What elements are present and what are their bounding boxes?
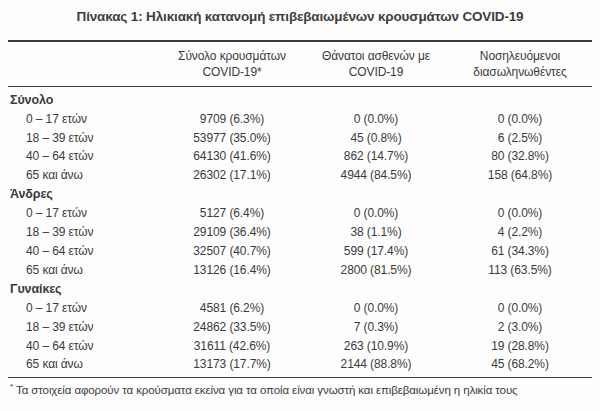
- table-row: 0 – 17 ετών4581 (6.2%)0 (0.0%)0 (0.0%): [8, 298, 592, 317]
- cases-cell: 64130 (41.6%): [160, 149, 304, 163]
- intubated-cell: 158 (64.8%): [448, 168, 592, 182]
- age-label-cell: 40 – 64 ετών: [8, 339, 160, 353]
- table-row: 18 – 39 ετών29109 (36.4%)38 (1.1%)4 (2.2…: [8, 223, 592, 242]
- cases-cell: 31611 (42.6%): [160, 339, 304, 353]
- table-row: 0 – 17 ετών5127 (6.4%)0 (0.0%)0 (0.0%): [8, 204, 592, 223]
- intubated-cell: 4 (2.2%): [448, 225, 592, 239]
- footnote-asterisk: *: [10, 382, 13, 391]
- intubated-cell: 61 (34.3%): [448, 244, 592, 258]
- cases-cell: 4581 (6.2%): [160, 301, 304, 315]
- deaths-cell: 38 (1.1%): [304, 225, 448, 239]
- intubated-cell: 0 (0.0%): [448, 206, 592, 220]
- document-page: Πίνακας 1: Ηλικιακή κατανομή επιβεβαιωμέ…: [0, 0, 600, 411]
- cases-cell: 53977 (35.0%): [160, 131, 304, 145]
- column-header-line: Θάνατοι ασθενών με: [304, 49, 448, 65]
- cases-cell: 32507 (40.7%): [160, 244, 304, 258]
- table-row: 0 – 17 ετών9709 (6.3%)0 (0.0%)0 (0.0%): [8, 109, 592, 128]
- table-row: 65 και άνω13173 (17.7%)2144 (88.8%)45 (6…: [8, 355, 592, 374]
- deaths-cell: 599 (17.4%): [304, 244, 448, 258]
- column-header-intubated: Νοσηλευόμενοι διασωληνωθέντες: [448, 49, 592, 80]
- table-row: 18 – 39 ετών53977 (35.0%)45 (0.8%)6 (2.5…: [8, 128, 592, 147]
- age-label-cell: 65 και άνω: [8, 168, 160, 182]
- age-label-cell: 40 – 64 ετών: [8, 149, 160, 163]
- deaths-cell: 0 (0.0%): [304, 206, 448, 220]
- deaths-cell: 2144 (88.8%): [304, 357, 448, 371]
- cases-cell: 24862 (33.5%): [160, 320, 304, 334]
- intubated-cell: 113 (63.5%): [448, 263, 592, 277]
- deaths-cell: 0 (0.0%): [304, 301, 448, 315]
- table-title: Πίνακας 1: Ηλικιακή κατανομή επιβεβαιωμέ…: [8, 9, 592, 24]
- table-row: 40 – 64 ετών32507 (40.7%)599 (17.4%)61 (…: [8, 242, 592, 261]
- table-row: 65 και άνω13126 (16.4%)2800 (81.5%)113 (…: [8, 260, 592, 279]
- footnote: *Τα στοιχεία αφορούν τα κρούσματα εκείνα…: [8, 377, 592, 396]
- column-header-line: COVID-19: [304, 65, 448, 81]
- age-label-cell: 18 – 39 ετών: [8, 225, 160, 239]
- deaths-cell: 263 (10.9%): [304, 339, 448, 353]
- cases-cell: 9709 (6.3%): [160, 112, 304, 126]
- cases-cell: 26302 (17.1%): [160, 168, 304, 182]
- age-label-cell: 65 και άνω: [8, 263, 160, 277]
- deaths-cell: 7 (0.3%): [304, 320, 448, 334]
- age-label-cell: 0 – 17 ετών: [8, 112, 160, 126]
- column-header-line: Νοσηλευόμενοι: [448, 49, 592, 65]
- age-label-cell: 65 και άνω: [8, 357, 160, 371]
- intubated-cell: 45 (68.2%): [448, 357, 592, 371]
- age-distribution-table: Σύνολο κρουσμάτων COVID-19* Θάνατοι ασθε…: [8, 40, 592, 396]
- table-row: 65 και άνω26302 (17.1%)4944 (84.5%)158 (…: [8, 166, 592, 185]
- column-header-line: Σύνολο κρουσμάτων: [160, 49, 304, 65]
- intubated-cell: 80 (32.8%): [448, 149, 592, 163]
- section-header-men: Άνδρες: [8, 185, 592, 204]
- column-header-total-cases: Σύνολο κρουσμάτων COVID-19*: [160, 49, 304, 80]
- section-header-total: Σύνολο: [8, 90, 592, 109]
- age-label-cell: 0 – 17 ετών: [8, 206, 160, 220]
- intubated-cell: 2 (3.0%): [448, 320, 592, 334]
- deaths-cell: 0 (0.0%): [304, 112, 448, 126]
- cases-cell: 13126 (16.4%): [160, 263, 304, 277]
- table-row: 40 – 64 ετών64130 (41.6%)862 (14.7%)80 (…: [8, 147, 592, 166]
- deaths-cell: 4944 (84.5%): [304, 168, 448, 182]
- section-header-women: Γυναίκες: [8, 279, 592, 298]
- cases-cell: 13173 (17.7%): [160, 357, 304, 371]
- footnote-text: Τα στοιχεία αφορούν τα κρούσματα εκείνα …: [16, 384, 518, 396]
- table-header-row: Σύνολο κρουσμάτων COVID-19* Θάνατοι ασθε…: [8, 42, 592, 87]
- column-header-line: COVID-19*: [160, 65, 304, 81]
- deaths-cell: 2800 (81.5%): [304, 263, 448, 277]
- column-header-spacer: [8, 49, 160, 80]
- cases-cell: 29109 (36.4%): [160, 225, 304, 239]
- intubated-cell: 0 (0.0%): [448, 301, 592, 315]
- age-label-cell: 0 – 17 ετών: [8, 301, 160, 315]
- deaths-cell: 862 (14.7%): [304, 149, 448, 163]
- table-row: 18 – 39 ετών24862 (33.5%)7 (0.3%)2 (3.0%…: [8, 317, 592, 336]
- age-label-cell: 18 – 39 ετών: [8, 320, 160, 334]
- column-header-line: διασωληνωθέντες: [448, 65, 592, 81]
- age-label-cell: 18 – 39 ετών: [8, 131, 160, 145]
- intubated-cell: 19 (28.8%): [448, 339, 592, 353]
- intubated-cell: 6 (2.5%): [448, 131, 592, 145]
- table-body: Σύνολο0 – 17 ετών9709 (6.3%)0 (0.0%)0 (0…: [8, 87, 592, 374]
- column-header-deaths: Θάνατοι ασθενών με COVID-19: [304, 49, 448, 80]
- intubated-cell: 0 (0.0%): [448, 112, 592, 126]
- table-row: 40 – 64 ετών31611 (42.6%)263 (10.9%)19 (…: [8, 336, 592, 355]
- deaths-cell: 45 (0.8%): [304, 131, 448, 145]
- age-label-cell: 40 – 64 ετών: [8, 244, 160, 258]
- cases-cell: 5127 (6.4%): [160, 206, 304, 220]
